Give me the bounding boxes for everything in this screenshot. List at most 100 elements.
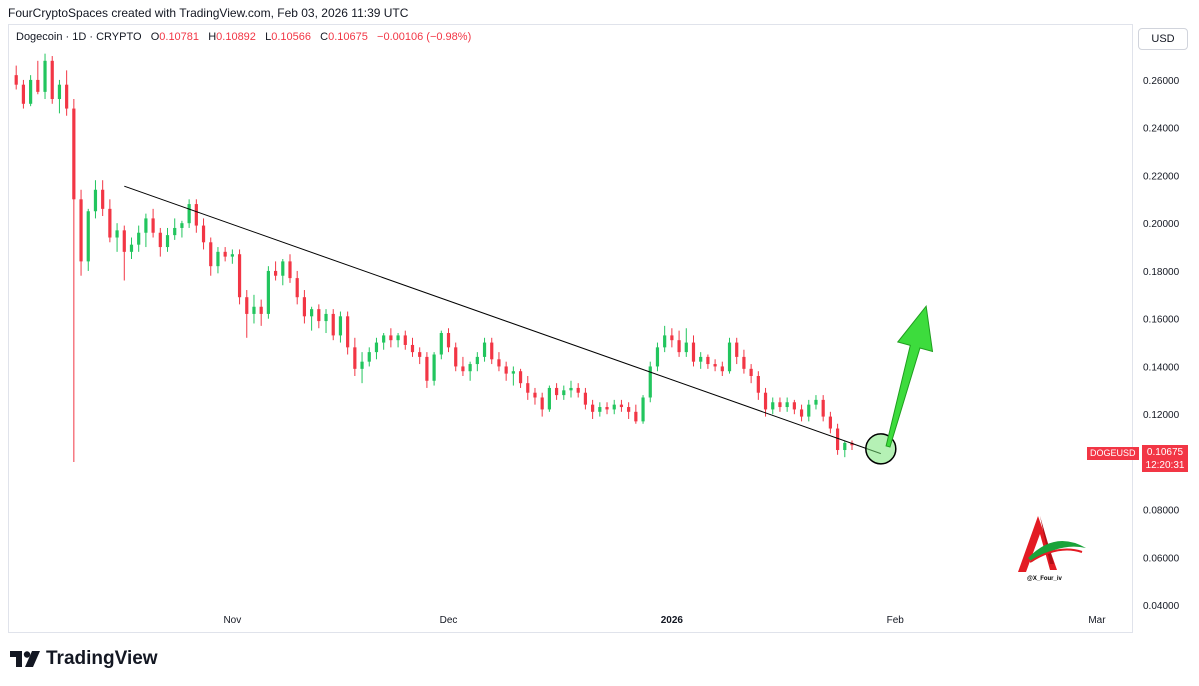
chart-pane[interactable] bbox=[8, 24, 1133, 633]
candle-body bbox=[641, 397, 645, 422]
candle-body bbox=[799, 409, 804, 417]
candle-body bbox=[324, 313, 328, 322]
candle-body bbox=[273, 270, 278, 276]
candle-body bbox=[439, 333, 443, 355]
candle-body bbox=[735, 342, 739, 357]
candle-body bbox=[468, 364, 472, 372]
candle-body bbox=[792, 402, 796, 410]
y-tick-label: 0.12000 bbox=[1143, 410, 1180, 421]
candle-body bbox=[490, 342, 494, 360]
candle-body bbox=[338, 316, 343, 336]
candle-body bbox=[511, 371, 515, 374]
candle-body bbox=[165, 235, 170, 248]
currency-button[interactable]: USD bbox=[1138, 28, 1188, 50]
y-tick-label: 0.22000 bbox=[1143, 171, 1180, 182]
candle-body bbox=[814, 399, 818, 405]
symbol-tag: DOGEUSD bbox=[1087, 447, 1139, 460]
legend-low-label: L bbox=[265, 31, 272, 43]
candle-body bbox=[482, 342, 487, 357]
candle-body bbox=[360, 361, 364, 369]
candle-body bbox=[432, 354, 436, 381]
candle-body bbox=[533, 392, 537, 398]
candle-body bbox=[454, 347, 458, 367]
candle-body bbox=[43, 60, 47, 92]
candle-body bbox=[223, 251, 227, 257]
y-tick-label: 0.14000 bbox=[1143, 362, 1180, 373]
candle-body bbox=[446, 333, 451, 348]
candle-body bbox=[310, 309, 314, 317]
candle-body bbox=[648, 366, 652, 398]
candle-body bbox=[835, 428, 840, 451]
candle-body bbox=[821, 399, 825, 417]
y-tick-label: 0.18000 bbox=[1143, 267, 1180, 278]
legend-change: −0.00106 (−0.98%) bbox=[377, 31, 472, 43]
candle-body bbox=[389, 335, 393, 341]
trendline bbox=[124, 185, 881, 455]
candle-body bbox=[259, 306, 263, 314]
tradingview-logo[interactable]: TradingView bbox=[10, 648, 158, 670]
candle-body bbox=[706, 356, 710, 365]
candle-body bbox=[699, 356, 703, 362]
candle-body bbox=[382, 335, 386, 343]
candle-body bbox=[677, 340, 681, 353]
candle-body bbox=[475, 356, 479, 365]
candle-body bbox=[302, 297, 307, 317]
candle-body bbox=[245, 297, 249, 314]
y-tick-label: 0.26000 bbox=[1143, 76, 1180, 87]
candle-body bbox=[86, 211, 90, 262]
candle-body bbox=[843, 442, 847, 451]
legend-high-label: H bbox=[208, 31, 217, 43]
candle-body bbox=[526, 383, 530, 393]
candle-body bbox=[828, 416, 832, 429]
candle-body bbox=[180, 223, 184, 228]
candle-body bbox=[317, 309, 321, 322]
candle-body bbox=[21, 84, 26, 104]
candle-body bbox=[65, 84, 69, 109]
legend-close-label: C bbox=[320, 31, 329, 43]
candle-body bbox=[655, 347, 660, 367]
candle-body bbox=[346, 316, 350, 348]
candle-body bbox=[295, 278, 299, 298]
last-price-value: 0.10675 bbox=[1146, 447, 1184, 458]
bullish-arrow bbox=[885, 304, 934, 448]
candle-body bbox=[554, 387, 559, 396]
candle-body bbox=[410, 344, 415, 353]
candle-body bbox=[742, 356, 746, 369]
candle-body bbox=[367, 352, 371, 362]
candle-body bbox=[576, 387, 580, 393]
candle-body bbox=[137, 232, 141, 245]
legend-open-label: O bbox=[150, 31, 160, 43]
candle-body bbox=[771, 402, 775, 410]
candle-body bbox=[562, 390, 566, 396]
candle-body bbox=[540, 397, 544, 410]
y-tick-label: 0.04000 bbox=[1143, 601, 1180, 612]
candle-body bbox=[115, 230, 119, 238]
candle-body bbox=[547, 387, 551, 410]
candle-body bbox=[374, 342, 379, 353]
candle-body bbox=[252, 306, 256, 314]
x-tick-label: Dec bbox=[440, 615, 458, 626]
candle-body bbox=[691, 342, 696, 362]
legend-high-value: 0.10892 bbox=[216, 31, 256, 43]
candle-body bbox=[684, 342, 688, 353]
candle-body bbox=[93, 189, 98, 212]
candle-body bbox=[670, 335, 674, 341]
candle-body bbox=[14, 75, 18, 85]
candle-body bbox=[29, 79, 33, 104]
tradingview-tv-icon bbox=[10, 651, 40, 667]
candle-body bbox=[194, 204, 198, 226]
legend-symbol[interactable]: Dogecoin · 1D · CRYPTO bbox=[16, 31, 142, 43]
ohlc-legend: Dogecoin · 1D · CRYPTO O0.10781 H0.10892… bbox=[16, 31, 471, 43]
bar-countdown: 12:20:31 bbox=[1145, 460, 1185, 471]
candle-body bbox=[201, 225, 206, 243]
candle-body bbox=[151, 218, 155, 233]
candle-body bbox=[266, 270, 270, 314]
candle-body bbox=[57, 84, 62, 100]
legend-open-value: 0.10781 bbox=[159, 31, 200, 43]
candle-body bbox=[36, 79, 40, 92]
candle-body bbox=[418, 352, 422, 357]
y-tick-label: 0.08000 bbox=[1143, 506, 1180, 517]
x-tick-label: 2026 bbox=[661, 615, 684, 626]
last-price-tag: 0.10675 12:20:31 bbox=[1142, 445, 1188, 472]
